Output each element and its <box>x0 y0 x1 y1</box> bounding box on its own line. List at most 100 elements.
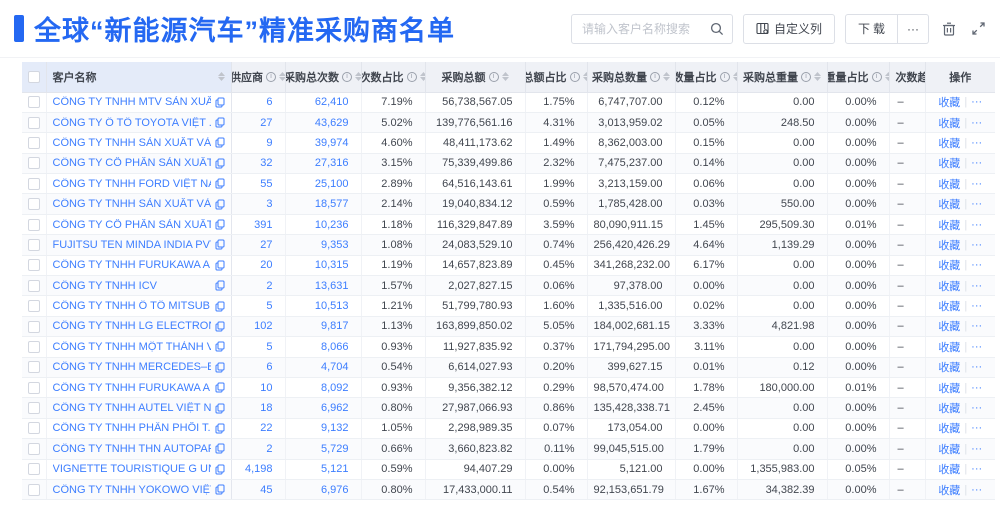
info-circle-icon[interactable]: i <box>488 71 499 82</box>
sort-carets-icon[interactable] <box>732 72 736 82</box>
row-checkbox[interactable] <box>28 483 40 496</box>
search-input[interactable] <box>579 20 704 37</box>
row-more-button[interactable]: ··· <box>971 177 983 190</box>
row-more-button[interactable]: ··· <box>971 198 983 211</box>
customer-name-link[interactable]: CÔNG TY TNHH PHÂN PHỐI T... <box>52 422 211 435</box>
row-checkbox[interactable] <box>28 137 40 150</box>
info-circle-icon[interactable]: i <box>266 71 276 82</box>
info-circle-icon[interactable]: i <box>342 71 352 82</box>
row-more-button[interactable]: ··· <box>971 422 983 435</box>
customer-name-link[interactable]: FUJITSU TEN MINDA INDIA PVT... <box>52 238 211 251</box>
copy-icon[interactable] <box>215 464 225 475</box>
row-checkbox[interactable] <box>28 442 40 455</box>
header-purchase-amount[interactable]: 采购总额 i <box>425 62 526 93</box>
info-circle-icon[interactable]: i <box>650 71 660 82</box>
customer-name-link[interactable]: CÔNG TY TNHH FURUKAWA A... <box>52 381 211 394</box>
more-actions-button[interactable]: ··· <box>898 13 929 44</box>
row-more-button[interactable]: ··· <box>971 238 983 251</box>
row-checkbox[interactable] <box>28 340 40 353</box>
header-purchase-times[interactable]: 采购总次数 i <box>285 62 362 93</box>
copy-icon[interactable] <box>215 301 225 312</box>
header-purchase-weight[interactable]: 采购总重量 i <box>737 62 828 93</box>
info-circle-icon[interactable]: i <box>406 71 417 82</box>
copy-icon[interactable] <box>215 321 225 332</box>
sort-carets-icon[interactable] <box>814 72 821 82</box>
copy-icon[interactable] <box>215 382 225 393</box>
customer-name-link[interactable]: CÔNG TY TNHH MỘT THÀNH V... <box>52 340 211 353</box>
favorite-link[interactable]: 收藏 <box>938 239 961 252</box>
row-checkbox[interactable] <box>28 402 40 415</box>
copy-icon[interactable] <box>215 117 225 128</box>
copy-icon[interactable] <box>215 219 225 230</box>
header-amount-ratio[interactable]: 总额占比 i <box>525 62 588 93</box>
customer-name-link[interactable]: CÔNG TY TNHH YOKOWO VIỆT... <box>52 483 211 496</box>
row-checkbox[interactable] <box>28 198 40 211</box>
row-checkbox[interactable] <box>28 116 40 129</box>
copy-icon[interactable] <box>215 178 225 189</box>
copy-icon[interactable] <box>215 403 225 414</box>
customer-name-link[interactable]: CÔNG TY TNHH MERCEDES–B... <box>52 361 211 374</box>
row-checkbox[interactable] <box>28 381 40 394</box>
copy-icon[interactable] <box>215 239 225 250</box>
row-checkbox[interactable] <box>28 157 40 170</box>
copy-icon[interactable] <box>215 341 225 352</box>
row-more-button[interactable]: ··· <box>971 136 983 149</box>
header-customer[interactable]: 客户名称 <box>46 62 232 93</box>
row-more-button[interactable]: ··· <box>971 300 983 313</box>
row-more-button[interactable]: ··· <box>971 381 983 394</box>
favorite-link[interactable]: 收藏 <box>938 301 961 314</box>
favorite-link[interactable]: 收藏 <box>938 484 961 497</box>
copy-icon[interactable] <box>215 280 225 291</box>
favorite-link[interactable]: 收藏 <box>938 97 961 110</box>
favorite-link[interactable]: 收藏 <box>938 260 961 273</box>
delete-button[interactable] <box>939 19 959 39</box>
row-checkbox[interactable] <box>28 96 40 109</box>
row-checkbox[interactable] <box>28 300 40 313</box>
sort-carets-icon[interactable] <box>355 72 360 82</box>
favorite-link[interactable]: 收藏 <box>938 403 961 416</box>
customer-name-link[interactable]: CÔNG TY CỔ PHẦN SẢN XUẤT... <box>52 218 211 231</box>
favorite-link[interactable]: 收藏 <box>938 137 961 150</box>
search-icon[interactable] <box>710 22 724 36</box>
sort-carets-icon[interactable] <box>419 72 424 82</box>
row-checkbox[interactable] <box>28 218 40 231</box>
header-purchase-quantity[interactable]: 采购总数量 i <box>587 62 676 93</box>
sort-carets-icon[interactable] <box>884 72 888 82</box>
favorite-link[interactable]: 收藏 <box>938 382 961 395</box>
copy-icon[interactable] <box>215 158 225 169</box>
row-checkbox[interactable] <box>28 361 40 374</box>
customer-name-link[interactable]: CÔNG TY TNHH SẢN XUẤT VÀ ... <box>52 198 211 211</box>
row-more-button[interactable]: ··· <box>971 483 983 496</box>
customer-name-link[interactable]: CÔNG TY TNHH SẢN XUẤT VÀ ... <box>52 136 211 149</box>
favorite-link[interactable]: 收藏 <box>938 117 961 130</box>
row-more-button[interactable]: ··· <box>971 218 983 231</box>
favorite-link[interactable]: 收藏 <box>938 321 961 334</box>
customer-name-link[interactable]: CÔNG TY TNHH FURUKAWA A... <box>52 259 211 272</box>
row-more-button[interactable]: ··· <box>971 96 983 109</box>
row-checkbox[interactable] <box>28 320 40 333</box>
select-all-checkbox[interactable] <box>28 70 40 83</box>
row-more-button[interactable]: ··· <box>971 157 983 170</box>
favorite-link[interactable]: 收藏 <box>938 178 961 191</box>
favorite-link[interactable]: 收藏 <box>938 464 961 477</box>
download-button[interactable]: 下载 <box>844 13 898 44</box>
customer-name-link[interactable]: CÔNG TY Ô TÔ TOYOTA VIỆT ... <box>52 116 211 129</box>
sort-carets-icon[interactable] <box>582 72 586 82</box>
customer-name-link[interactable]: CÔNG TY TNHH LG ELECTRON... <box>52 320 211 333</box>
sort-carets-icon[interactable] <box>279 72 284 82</box>
row-checkbox[interactable] <box>28 422 40 435</box>
customer-name-link[interactable]: CÔNG TY TNHH Ô TÔ MITSUBI... <box>52 300 211 313</box>
sort-carets-icon[interactable] <box>663 72 670 82</box>
copy-icon[interactable] <box>215 199 225 210</box>
fullscreen-button[interactable] <box>969 19 988 38</box>
row-checkbox[interactable] <box>28 238 40 251</box>
sort-carets-icon[interactable] <box>217 72 225 82</box>
info-circle-icon[interactable]: i <box>569 71 580 82</box>
row-more-button[interactable]: ··· <box>971 259 983 272</box>
header-quantity-ratio[interactable]: 数量占比 i <box>675 62 738 93</box>
customer-name-link[interactable]: VIGNETTE TOURISTIQUE G UNI... <box>52 463 211 476</box>
row-more-button[interactable]: ··· <box>971 402 983 415</box>
row-more-button[interactable]: ··· <box>971 361 983 374</box>
info-circle-icon[interactable]: i <box>871 71 882 82</box>
search-box[interactable] <box>570 13 733 44</box>
